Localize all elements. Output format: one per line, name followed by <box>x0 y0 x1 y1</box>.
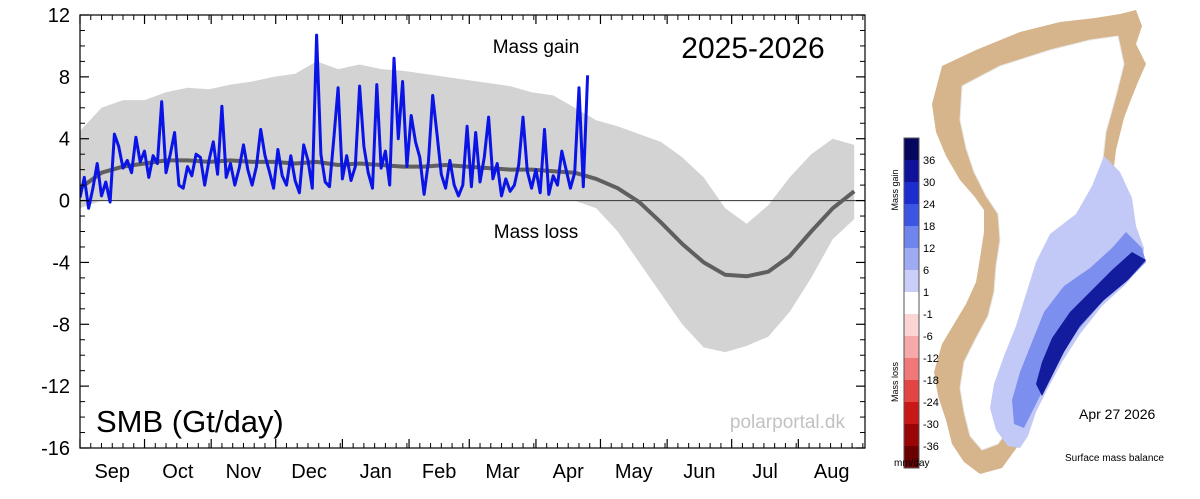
x-month-label: Aug <box>814 461 850 483</box>
colorbar-label: 18 <box>923 221 935 233</box>
smb-chart: 12 8 4 0 -4 -8 -12 -16 Sep Oct Nov Dec Jan Feb Mar Apr… <box>41 5 866 483</box>
x-axis: Sep Oct Nov Dec Jan Feb Mar Apr May Jun Jul Aug <box>79 15 864 483</box>
colorbar-swatch <box>904 336 919 358</box>
x-month-label: Feb <box>422 461 456 483</box>
smb-dark-blue-zone <box>1036 252 1146 396</box>
historical-range-band <box>80 61 855 353</box>
colorbar-swatch <box>904 182 919 204</box>
chart-title: 2025-2026 <box>681 32 824 65</box>
x-month-label: Oct <box>162 461 194 483</box>
colorbar-label: 1 <box>923 287 929 299</box>
colorbar-label: 24 <box>923 199 935 211</box>
colorbar-label: -6 <box>923 331 933 343</box>
map-date: Apr 27 2026 <box>1079 406 1155 422</box>
colorbar-label: 6 <box>923 265 929 277</box>
colorbar-swatch <box>904 138 919 160</box>
colorbar-swatch <box>904 424 919 446</box>
colorbar-label: 30 <box>923 177 935 189</box>
colorbar-unit: mm/day <box>894 458 930 469</box>
colorbar-swatch <box>904 380 919 402</box>
y-tick-label: 8 <box>59 67 70 89</box>
x-month-label: Jul <box>752 461 778 483</box>
colorbar-swatch <box>904 248 919 270</box>
colorbar-frame <box>903 137 920 469</box>
colorbar-swatch <box>904 314 919 336</box>
mass-gain-annotation: Mass gain <box>493 37 580 58</box>
colorbar-swatch <box>904 292 919 314</box>
colorbar-swatch <box>904 160 919 182</box>
colorbar-gain-label: Mass gain <box>890 169 900 210</box>
colorbar-label: -24 <box>923 397 939 409</box>
x-month-label: Jun <box>683 461 715 483</box>
colorbar-swatch <box>904 226 919 248</box>
x-month-label: Sep <box>94 461 130 483</box>
x-month-label: Apr <box>553 461 584 483</box>
x-month-label: Mar <box>485 461 520 483</box>
y-tick-label: -12 <box>41 376 70 398</box>
colorbar-swatch <box>904 402 919 424</box>
colorbar-label: -12 <box>923 353 939 365</box>
colorbar-label: 36 <box>923 155 935 167</box>
colorbar-label: -36 <box>923 441 939 453</box>
colorbar-swatch <box>904 358 919 380</box>
mass-loss-annotation: Mass loss <box>494 222 578 243</box>
y-tick-label: 4 <box>59 129 70 151</box>
colorbar: 36 30 24 18 12 6 1 -1 -6 -12 -18 -24 -30 -36 <box>903 137 939 469</box>
y-tick-label: -8 <box>52 314 70 336</box>
colorbar-label: -30 <box>923 419 939 431</box>
x-month-label: May <box>615 461 653 483</box>
y-tick-label: 12 <box>48 5 70 27</box>
map-caption: Surface mass balance <box>1065 453 1164 464</box>
colorbar-swatch <box>904 446 919 468</box>
x-month-label: Nov <box>226 461 262 483</box>
y-axis-label: SMB (Gt/day) <box>96 404 284 439</box>
colorbar-swatch <box>904 204 919 226</box>
y-tick-label: -16 <box>41 438 70 460</box>
x-month-label: Jan <box>360 461 392 483</box>
colorbar-loss-label: Mass loss <box>890 362 900 403</box>
y-tick-label: 0 <box>59 191 70 213</box>
watermark: polarportal.dk <box>730 412 846 433</box>
current-season-smb-line <box>80 33 590 210</box>
colorbar-label: -1 <box>923 309 933 321</box>
greenland-smb-map: 36 30 24 18 12 6 1 -1 -6 -12 -18 -24 -30 -36 Mass gai… <box>890 10 1164 474</box>
colorbar-label: -18 <box>923 375 939 387</box>
y-axis: 12 8 4 0 -4 -8 -12 -16 <box>41 5 865 460</box>
y-tick-label: -4 <box>52 252 70 274</box>
colorbar-label: 12 <box>923 243 935 255</box>
colorbar-swatch <box>904 270 919 292</box>
x-month-label: Dec <box>291 461 327 483</box>
